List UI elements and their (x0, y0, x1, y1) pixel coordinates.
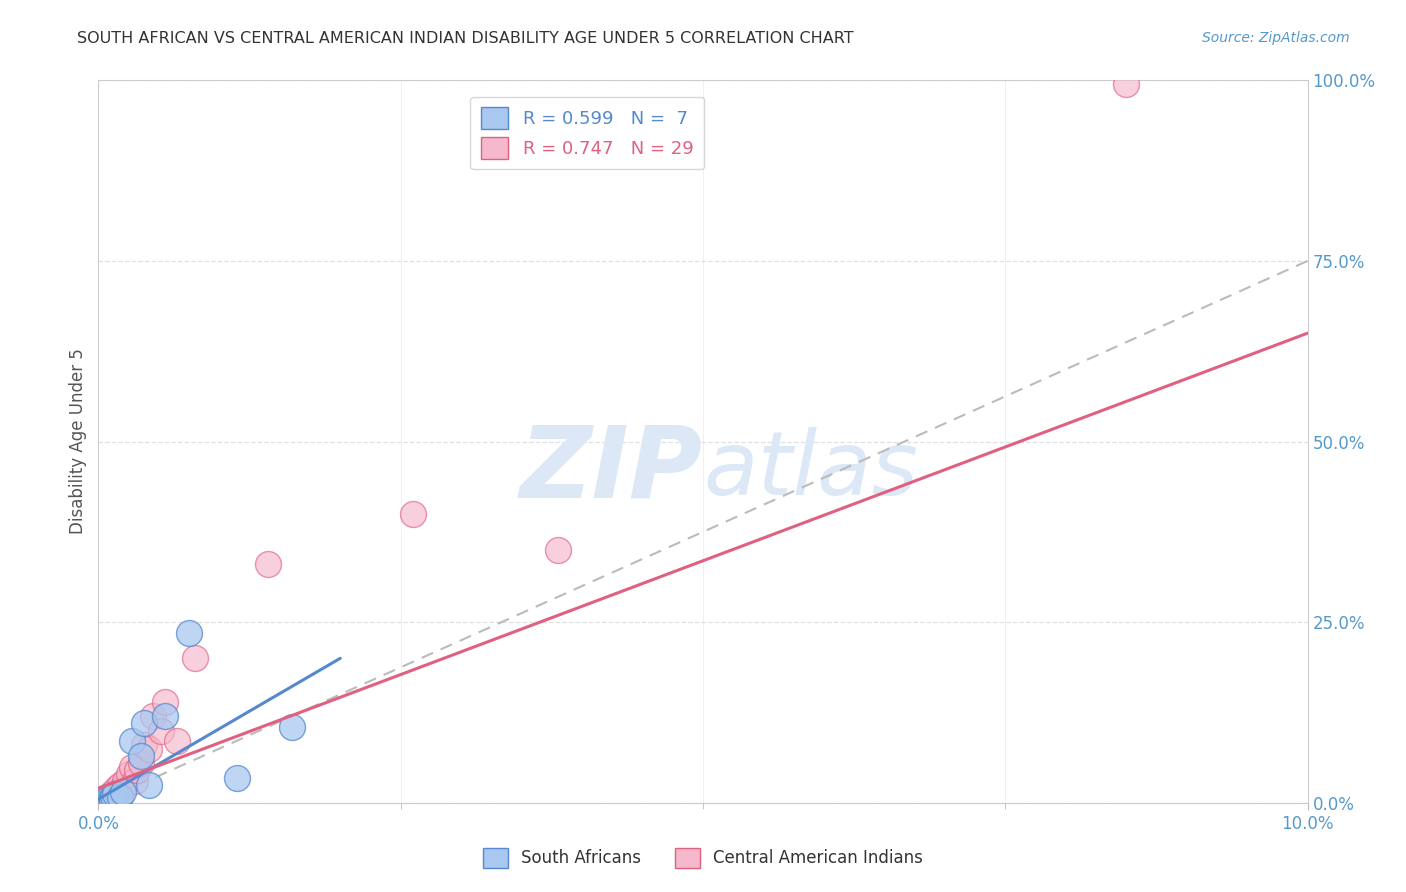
Point (100, 789, 122, 803)
Point (107, 785, 129, 799)
Point (138, 778, 160, 792)
Point (134, 738, 156, 752)
Point (108, 778, 131, 792)
Point (121, 760, 143, 774)
Point (150, 723, 173, 738)
Point (281, 720, 304, 734)
Point (96, 790, 118, 805)
Point (90, 794, 112, 808)
Point (166, 734, 188, 748)
Point (1115, 77, 1137, 91)
Point (105, 781, 128, 796)
Point (226, 771, 249, 785)
Point (129, 756, 152, 770)
Point (103, 789, 125, 803)
Y-axis label: Disability Age Under 5: Disability Age Under 5 (69, 349, 87, 534)
Point (91, 792, 114, 806)
Point (547, 542, 569, 557)
Point (98, 792, 121, 806)
Point (100, 792, 122, 806)
Point (111, 781, 134, 796)
Point (93, 794, 115, 808)
Point (134, 716, 156, 731)
Legend: R = 0.599   N =  7, R = 0.747   N = 29: R = 0.599 N = 7, R = 0.747 N = 29 (470, 96, 704, 169)
Point (184, 651, 207, 665)
Point (179, 626, 201, 640)
Point (97, 792, 120, 806)
Point (101, 785, 124, 799)
Text: SOUTH AFRICAN VS CENTRAL AMERICAN INDIAN DISABILITY AGE UNDER 5 CORRELATION CHAR: SOUTH AFRICAN VS CENTRAL AMERICAN INDIAN… (77, 31, 853, 46)
Point (91, 792, 114, 806)
Text: atlas: atlas (703, 427, 918, 514)
Point (94, 792, 117, 806)
Point (127, 764, 149, 778)
Point (124, 774, 146, 789)
Text: Source: ZipAtlas.com: Source: ZipAtlas.com (1202, 31, 1350, 45)
Point (153, 709, 176, 723)
Point (138, 741, 160, 756)
Point (108, 790, 131, 805)
Point (100, 792, 122, 806)
Point (142, 709, 165, 723)
Point (129, 748, 152, 763)
Point (114, 774, 136, 789)
Text: ZIP: ZIP (520, 422, 703, 519)
Point (101, 789, 124, 803)
Point (118, 767, 141, 781)
Point (98, 791, 121, 805)
Point (153, 695, 176, 709)
Point (256, 558, 278, 572)
Point (90, 794, 112, 808)
Point (121, 734, 143, 748)
Point (402, 507, 425, 521)
Point (96, 793, 118, 807)
Point (100, 792, 122, 806)
Point (104, 787, 127, 801)
Point (111, 785, 134, 799)
Legend: South Africans, Central American Indians: South Africans, Central American Indians (477, 841, 929, 875)
Point (93, 794, 115, 808)
Point (94, 792, 117, 806)
Point (104, 787, 127, 801)
Point (97, 794, 120, 808)
